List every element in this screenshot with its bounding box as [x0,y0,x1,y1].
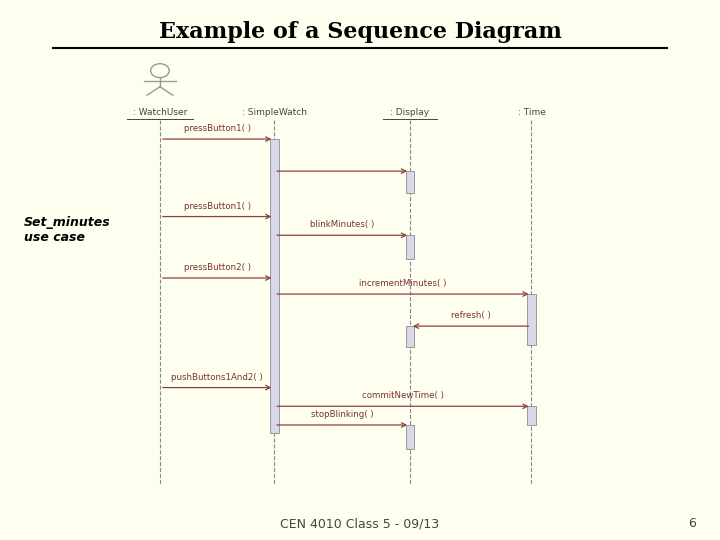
Text: : Display: : Display [390,108,430,117]
Bar [527,294,536,345]
Bar [406,425,414,449]
Text: : SimpleWatch: : SimpleWatch [242,108,307,117]
Text: stopBlinking( ): stopBlinking( ) [311,410,374,419]
Text: refresh( ): refresh( ) [451,311,490,320]
Bar [406,171,414,192]
Text: CEN 4010 Class 5 - 09/13: CEN 4010 Class 5 - 09/13 [280,517,440,530]
Bar [527,406,536,425]
Bar [270,139,279,433]
Text: : Time: : Time [518,108,546,117]
Text: : WatchUser: : WatchUser [132,108,187,117]
Text: blinkMinutes( ): blinkMinutes( ) [310,220,374,230]
Text: pressButton1( ): pressButton1( ) [184,124,251,133]
Text: 6: 6 [688,517,696,530]
Text: commitNewTime( ): commitNewTime( ) [362,392,444,400]
Text: pressButton2( ): pressButton2( ) [184,263,251,272]
Text: Example of a Sequence Diagram: Example of a Sequence Diagram [158,21,562,43]
Text: Set_minutes
use case: Set_minutes use case [24,216,111,244]
Text: pushButtons1And2( ): pushButtons1And2( ) [171,373,263,382]
Text: incrementMinutes( ): incrementMinutes( ) [359,279,446,288]
Text: pressButton1( ): pressButton1( ) [184,201,251,211]
Bar [406,326,414,348]
Bar [406,235,414,259]
